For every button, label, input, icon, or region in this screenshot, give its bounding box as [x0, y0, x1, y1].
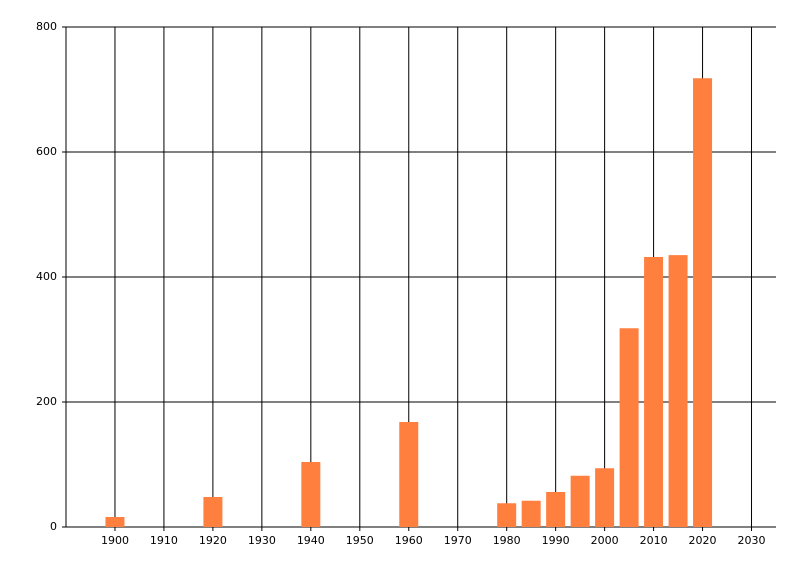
x-tick-label: 1980 — [493, 534, 521, 547]
bar — [570, 475, 590, 527]
x-tick-label: 1930 — [248, 534, 276, 547]
y-tick-label: 800 — [36, 20, 57, 33]
bar — [301, 462, 321, 527]
x-tick-label: 1950 — [346, 534, 374, 547]
bar — [497, 503, 517, 527]
bar — [399, 422, 419, 527]
y-tick-label: 400 — [36, 270, 57, 283]
x-tick-label: 1900 — [101, 534, 129, 547]
bar — [595, 468, 615, 527]
bar — [105, 517, 125, 527]
x-tick-label: 2000 — [591, 534, 619, 547]
x-tick-label: 2020 — [689, 534, 717, 547]
x-tick-label: 1920 — [199, 534, 227, 547]
x-tick-label: 1940 — [297, 534, 325, 547]
bar — [644, 257, 664, 527]
y-tick-label: 0 — [50, 520, 57, 533]
x-tick-label: 1970 — [444, 534, 472, 547]
bar — [693, 78, 713, 527]
x-tick-label: 1910 — [150, 534, 178, 547]
y-tick-label: 600 — [36, 145, 57, 158]
bar — [203, 497, 223, 527]
bar — [546, 492, 566, 527]
x-tick-label: 2010 — [640, 534, 668, 547]
bar — [619, 328, 639, 527]
x-tick-label: 1960 — [395, 534, 423, 547]
y-tick-label: 200 — [36, 395, 57, 408]
x-tick-label: 1990 — [542, 534, 570, 547]
bar — [668, 255, 688, 527]
bar — [521, 500, 541, 527]
x-tick-label: 2030 — [738, 534, 766, 547]
